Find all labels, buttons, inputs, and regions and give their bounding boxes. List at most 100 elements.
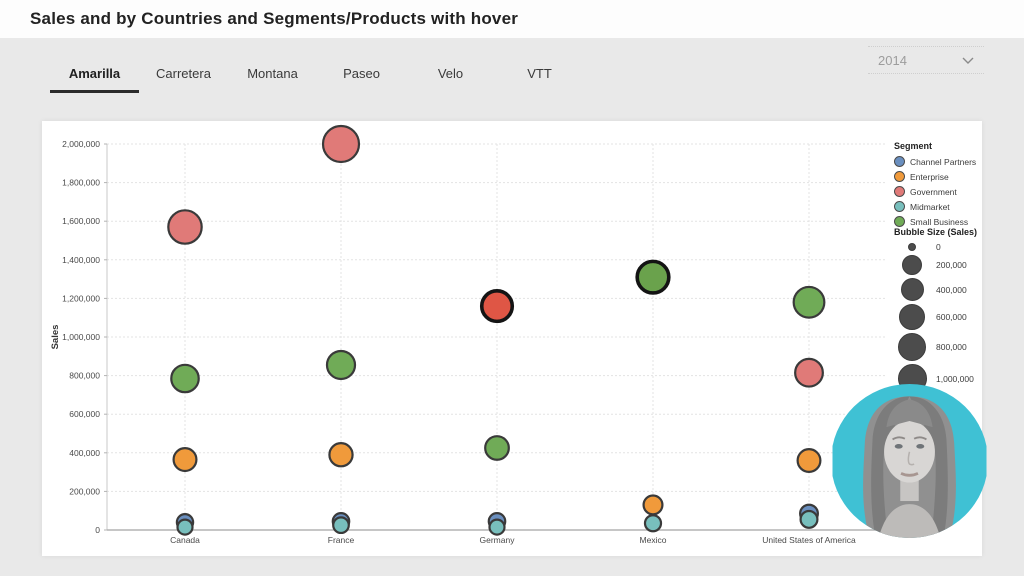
y-tick-label: 800,000: [69, 371, 100, 381]
bubbles: [167, 124, 826, 536]
webcam-overlay: [831, 384, 988, 538]
y-tick-label: 1,200,000: [62, 293, 100, 303]
size-legend-label: 0: [936, 242, 941, 252]
size-legend-circle: [900, 278, 924, 301]
hair-fringe: [886, 399, 933, 428]
legend-swatch: [894, 156, 905, 167]
bubble-enterprise-canada[interactable]: [172, 447, 198, 473]
right-eye: [916, 444, 925, 449]
size-legend-circle: [899, 304, 925, 330]
y-axis-title: Sales: [50, 325, 61, 350]
year-filter-value: 2014: [878, 52, 907, 68]
x-tick-label: Germany: [480, 535, 516, 545]
title-bar: Sales and by Countries and Segments/Prod…: [0, 0, 1024, 38]
legend-item-channel-partners[interactable]: Channel Partners: [894, 156, 980, 167]
bubble-government-united-states-of-america[interactable]: [794, 357, 824, 388]
tab-velo[interactable]: Velo: [437, 66, 464, 81]
legend-swatch: [894, 186, 905, 197]
size-legend-label: 1,000,000: [936, 373, 974, 384]
size-legend-circle: [908, 243, 916, 251]
bubble-midmarket-germany[interactable]: [488, 518, 506, 536]
size-legend-circle: [898, 333, 926, 361]
face: [884, 420, 935, 483]
size-legend-row: 400,000: [894, 278, 994, 301]
y-tick-label: 200,000: [69, 486, 100, 496]
y-tick-label: 1,800,000: [62, 178, 100, 188]
bubble-midmarket-canada[interactable]: [176, 518, 194, 536]
legend-swatch: [894, 201, 905, 212]
legend-swatch: [894, 216, 905, 227]
bubble-small-business-united-states-of-america[interactable]: [792, 285, 826, 319]
hair-right: [909, 396, 948, 538]
legend-item-enterprise[interactable]: Enterprise: [894, 171, 980, 182]
bubble-midmarket-mexico[interactable]: [643, 514, 663, 533]
y-tick-label: 600,000: [69, 409, 100, 419]
chevron-down-icon: [962, 57, 974, 64]
axes: 0 200,000 400,000 600,000 800,000 1,000,000 1,…: [50, 139, 887, 545]
product-tabs: Amarilla Carretera Montana Paseo Velo VTT: [50, 60, 584, 93]
y-tick-label: 1,400,000: [62, 255, 100, 265]
tab-paseo[interactable]: Paseo: [343, 66, 380, 81]
left-eye: [894, 444, 903, 449]
bubble-government-canada[interactable]: [167, 209, 203, 245]
neck: [900, 479, 919, 502]
y-tick-label: 1,000,000: [62, 332, 100, 342]
tab-montana[interactable]: Montana: [247, 66, 298, 81]
y-tick-label: 1,600,000: [62, 216, 100, 226]
shoulders: [878, 504, 941, 538]
size-legend-row: 800,000: [894, 333, 994, 361]
right-eyebrow: [913, 436, 927, 441]
bubble-small-business-mexico[interactable]: [635, 259, 671, 295]
bubble-size-legend: Bubble Size (Sales) 0 200,000 400,000 600,0…: [894, 227, 994, 396]
hair-left: [871, 396, 910, 538]
size-legend-label: 800,000: [936, 342, 967, 352]
size-legend-row: 600,000: [894, 304, 994, 330]
tab-carretera[interactable]: Carretera: [156, 66, 211, 81]
bubble-small-business-germany[interactable]: [484, 435, 510, 461]
bubble-small-business-france[interactable]: [325, 349, 357, 381]
segment-legend-title: Segment: [894, 141, 933, 151]
nose: [907, 451, 915, 466]
size-legend-row: 0: [894, 242, 994, 252]
y-tick-label: 0: [95, 525, 100, 535]
gridlines: [107, 143, 887, 531]
bubble-government-germany[interactable]: [479, 289, 515, 324]
legend-swatch: [894, 171, 905, 182]
bubble-midmarket-united-states-of-america[interactable]: [799, 509, 819, 529]
y-tick-label: 400,000: [69, 448, 100, 458]
tab-vtt[interactable]: VTT: [527, 66, 552, 81]
page-title: Sales and by Countries and Segments/Prod…: [30, 9, 519, 28]
x-tick-label: Mexico: [640, 535, 667, 545]
bubble-government-france[interactable]: [321, 124, 361, 164]
legend-item-midmarket[interactable]: Midmarket: [894, 201, 980, 212]
lips: [900, 472, 919, 477]
bubble-enterprise-united-states-of-america[interactable]: [796, 448, 822, 473]
legend-label: Small Business: [910, 216, 969, 227]
bubble-size-rows: 0 200,000 400,000 600,000 800,000 1,000,000: [894, 242, 994, 393]
legend-item-government[interactable]: Government: [894, 186, 980, 197]
size-legend-label: 600,000: [936, 312, 967, 322]
bubble-enterprise-mexico[interactable]: [642, 494, 664, 516]
x-tick-label: Canada: [170, 535, 200, 545]
year-filter-dropdown[interactable]: 2014: [868, 46, 984, 74]
legend-label: Government: [910, 186, 957, 197]
tab-amarilla[interactable]: Amarilla: [50, 60, 139, 93]
bubble-small-business-canada[interactable]: [170, 363, 200, 394]
size-legend-label: 400,000: [936, 284, 967, 295]
legend-item-small-business[interactable]: Small Business: [894, 216, 980, 227]
scatter-plot: 0 200,000 400,000 600,000 800,000 1,000,000 1,…: [50, 124, 887, 545]
bubble-midmarket-france[interactable]: [332, 516, 350, 535]
legend-label: Midmarket: [910, 201, 950, 212]
x-tick-label: France: [328, 535, 355, 545]
chart-card: 0 200,000 400,000 600,000 800,000 1,000,000 1,…: [42, 121, 982, 556]
bubble-enterprise-france[interactable]: [328, 442, 354, 468]
segment-legend-items: Channel Partners Enterprise Government Midm…: [894, 156, 980, 227]
size-legend-row: 200,000: [894, 255, 994, 275]
legend-label: Enterprise: [910, 171, 949, 182]
presenter-portrait: [832, 384, 987, 538]
size-legend-label: 200,000: [936, 260, 967, 270]
segment-legend: Segment Channel Partners Enterprise Govern…: [894, 141, 980, 231]
size-legend-circle: [902, 255, 922, 275]
left-eyebrow: [892, 436, 906, 441]
x-tick-label: United States of America: [762, 535, 856, 545]
